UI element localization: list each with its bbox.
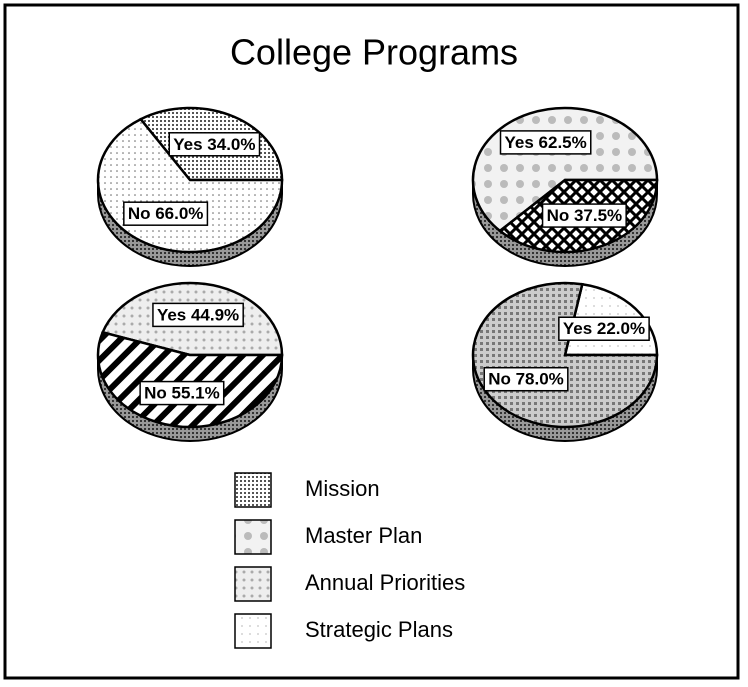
data-label: Yes 44.9% — [157, 305, 239, 324]
data-label-box — [558, 316, 650, 341]
data-label: Yes 34.0% — [173, 135, 255, 154]
legend-swatch — [234, 613, 272, 649]
data-label-box — [152, 302, 244, 328]
data-label: Yes 22.0% — [563, 319, 645, 338]
data-label-box — [168, 132, 261, 157]
data-label-box — [483, 366, 569, 392]
data-label: Yes 62.5% — [505, 133, 587, 152]
data-label-box — [139, 380, 225, 406]
legend-label: Mission — [305, 476, 380, 501]
chart-title: College Programs — [230, 32, 518, 73]
data-label: No 78.0% — [488, 370, 564, 389]
data-label-box — [541, 203, 627, 228]
legend-label: Master Plan — [305, 523, 422, 548]
legend-swatch — [234, 472, 272, 508]
legend-swatch — [234, 519, 272, 555]
data-label: No 66.0% — [128, 204, 204, 223]
legend-label: Strategic Plans — [305, 617, 453, 642]
legend-swatch — [234, 566, 272, 602]
data-label-box — [499, 130, 592, 155]
data-label: No 55.1% — [144, 384, 220, 403]
data-label-box — [123, 201, 209, 226]
legend-label: Annual Priorities — [305, 570, 465, 595]
data-label: No 37.5% — [547, 206, 623, 225]
